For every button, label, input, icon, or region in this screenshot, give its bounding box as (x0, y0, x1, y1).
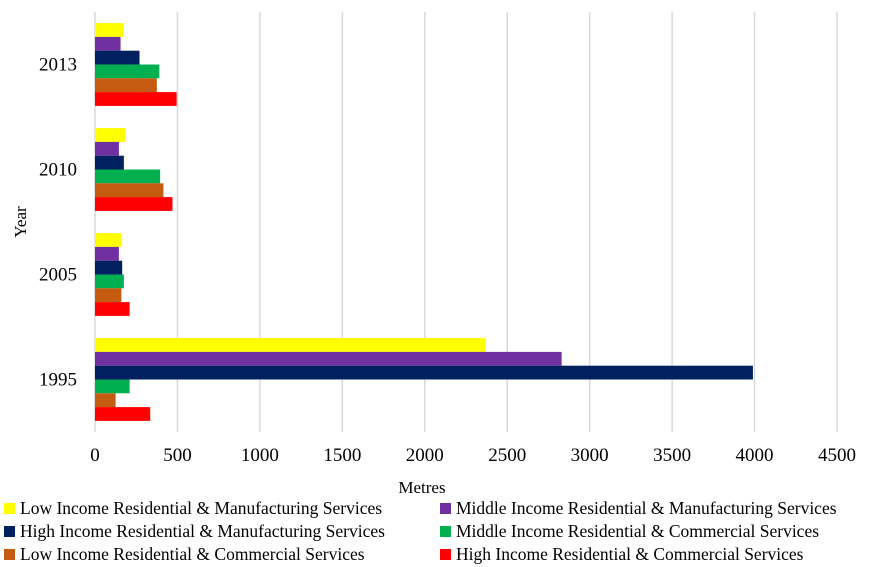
bar (95, 246, 119, 261)
y-tick-label: 2013 (39, 55, 77, 76)
legend-item: High Income Residential & Commercial Ser… (440, 544, 803, 564)
bars (95, 23, 753, 421)
x-tick-label: 4500 (818, 445, 856, 466)
legend-label: Middle Income Residential & Commercial S… (456, 521, 820, 541)
legend-swatch (4, 503, 15, 514)
legend-item: Low Income Residential & Manufacturing S… (4, 498, 382, 518)
x-tick-label: 0 (90, 445, 100, 466)
bar (95, 288, 122, 303)
x-tick-label: 500 (163, 445, 192, 466)
bar (95, 407, 151, 421)
bar (95, 338, 486, 352)
bar (95, 128, 126, 142)
bar (95, 393, 116, 408)
bar (95, 351, 562, 366)
x-tick-label: 1000 (241, 445, 279, 466)
bar (95, 92, 177, 106)
y-tick-label: 1995 (39, 370, 77, 391)
y-tick-labels: 1995 2005 2010 2013 (39, 55, 77, 391)
x-tick-label: 2500 (488, 445, 526, 466)
bar (95, 78, 157, 93)
bar (95, 183, 164, 198)
legend-label: High Income Residential & Commercial Ser… (456, 544, 804, 564)
legend-swatch (440, 503, 451, 514)
x-tick-label: 3500 (653, 445, 691, 466)
legend-swatch (4, 526, 15, 537)
legend-swatch (440, 549, 451, 560)
legend-item: Middle Income Residential & Commercial S… (440, 521, 819, 541)
chart: 0 500 1000 1500 2000 2500 3000 3500 4000 4500 199… (11, 12, 856, 496)
legend-swatch (440, 526, 451, 537)
legend-item: Middle Income Residential & Manufacturin… (440, 498, 837, 518)
bar (95, 50, 140, 65)
legend-label: Middle Income Residential & Manufacturin… (456, 498, 837, 518)
bar (95, 379, 130, 394)
bar (95, 365, 753, 380)
bar (95, 141, 119, 156)
bar (95, 64, 160, 79)
bar (95, 233, 122, 247)
y-tick-label: 2010 (39, 160, 77, 181)
legend-item: Low Income Residential & Commercial Serv… (4, 544, 365, 564)
x-tick-labels: 0 500 1000 1500 2000 2500 3000 3500 4000 4500 (90, 445, 856, 466)
bar (95, 260, 123, 275)
bar (95, 169, 161, 184)
bar (95, 36, 121, 51)
x-tick-label: 1500 (323, 445, 361, 466)
legend-label: Low Income Residential & Manufacturing S… (20, 498, 383, 518)
legend-label: Low Income Residential & Commercial Serv… (20, 544, 365, 564)
bar (95, 197, 173, 211)
y-axis-title: Year (11, 206, 30, 238)
y-tick-label: 2005 (39, 265, 77, 286)
x-tick-label: 2000 (406, 445, 444, 466)
x-tick-label: 4000 (736, 445, 774, 466)
legend: Low Income Residential & Manufacturing S… (0, 496, 873, 566)
legend-label: High Income Residential & Manufacturing … (20, 521, 385, 541)
bar (95, 274, 124, 289)
bar (95, 155, 124, 170)
legend-swatch (4, 549, 15, 560)
legend-item: High Income Residential & Manufacturing … (4, 521, 385, 541)
x-tick-label: 3000 (571, 445, 609, 466)
bar (95, 23, 124, 37)
bar (95, 302, 130, 316)
x-axis-title: Metres (398, 478, 445, 496)
